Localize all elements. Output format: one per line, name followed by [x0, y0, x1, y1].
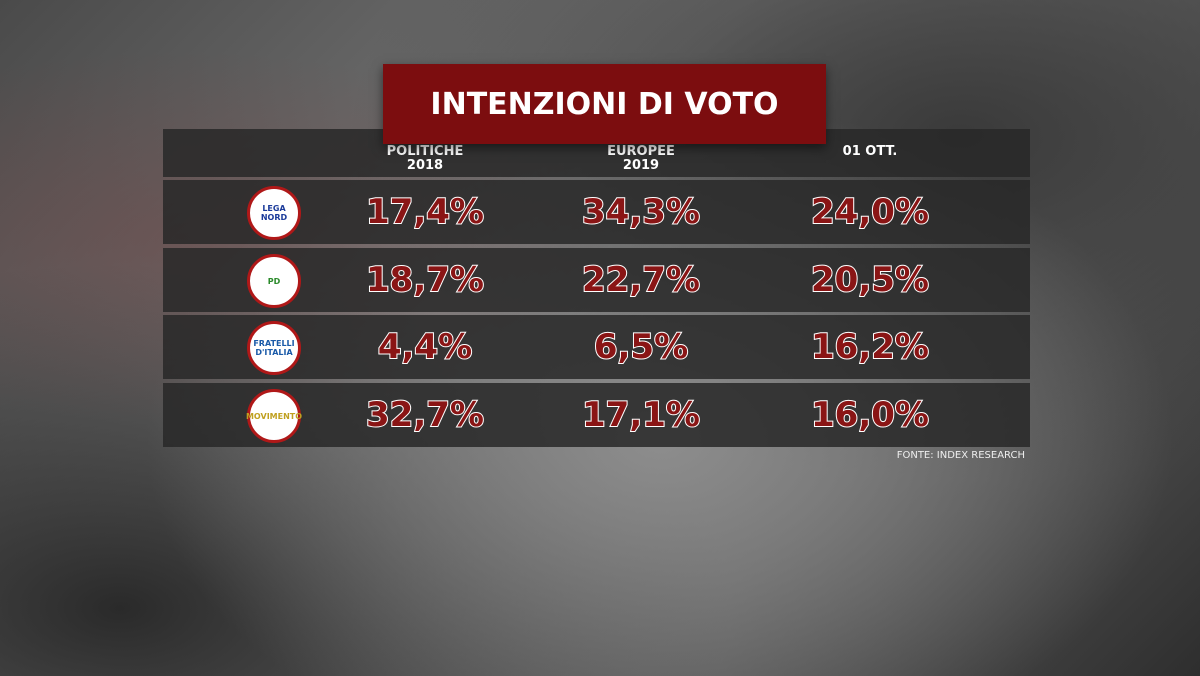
- party-logo: MOVIMENTO: [246, 389, 302, 443]
- column-header-line: 2018: [406, 158, 444, 173]
- column-header-line: 01 OTT.: [842, 144, 898, 159]
- table-row: FRATELLI D'ITALIA 4,4% 6,5% 16,2%: [163, 315, 1030, 379]
- column-header: POLITICHE 2018: [325, 145, 525, 173]
- value-cell: 4,4%: [377, 326, 473, 368]
- table-row: LEGA NORD 17,4% 34,3% 24,0%: [163, 180, 1030, 244]
- value-cell: 17,1%: [581, 394, 701, 436]
- value-cell: 32,7%: [365, 394, 485, 436]
- value-cell: 18,7%: [365, 259, 485, 301]
- title-box: INTENZIONI DI VOTO: [383, 64, 826, 144]
- value-cell: 24,0%: [810, 191, 930, 233]
- source: FONTE: INDEX RESEARCH: [896, 450, 1025, 461]
- column-header: EUROPEE 2019: [541, 145, 741, 173]
- title: INTENZIONI DI VOTO: [430, 86, 779, 122]
- value-cell: 16,2%: [810, 326, 930, 368]
- value-cell: 34,3%: [581, 191, 701, 233]
- value-cell: 6,5%: [593, 326, 689, 368]
- column-header: 01 OTT.: [770, 145, 970, 159]
- party-logo: FRATELLI D'ITALIA: [247, 321, 301, 375]
- party-logo: LEGA NORD: [247, 186, 301, 240]
- value-cell: 16,0%: [810, 394, 930, 436]
- party-logo: PD: [247, 254, 301, 308]
- table-row: PD 18,7% 22,7% 20,5%: [163, 248, 1030, 312]
- value-cell: 22,7%: [581, 259, 701, 301]
- value-cell: 17,4%: [365, 191, 485, 233]
- column-header-line: POLITICHE: [386, 144, 464, 159]
- table-row: MOVIMENTO 32,7% 17,1% 16,0%: [163, 383, 1030, 447]
- column-header-line: EUROPEE: [607, 144, 675, 159]
- value-cell: 20,5%: [810, 259, 930, 301]
- column-header-line: 2019: [622, 158, 660, 173]
